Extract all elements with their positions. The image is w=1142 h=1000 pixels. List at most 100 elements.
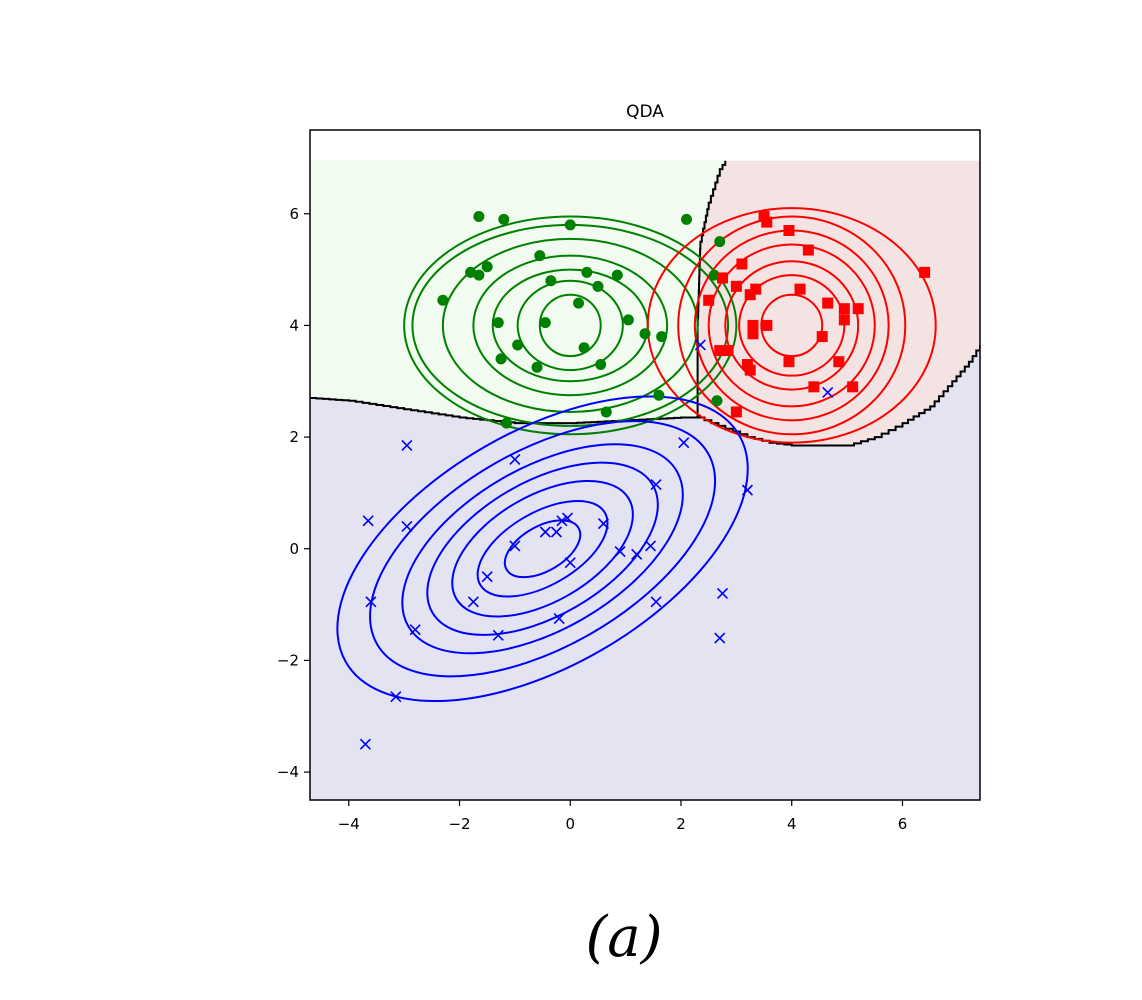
point-x-27 (359, 738, 371, 750)
point-x-0 (401, 439, 413, 452)
contour-square-3 (707, 243, 876, 408)
point-square-14 (852, 303, 864, 315)
point-square-3 (802, 244, 814, 256)
point-x-29 (822, 386, 834, 398)
green-region (310, 160, 726, 424)
point-x-26 (390, 691, 402, 703)
point-square-13 (838, 303, 850, 315)
point-x-14 (614, 545, 626, 558)
contour-x-4 (401, 443, 684, 655)
point-circle-13 (545, 275, 557, 287)
point-circle-24 (531, 361, 543, 373)
contour-x-0 (503, 519, 582, 579)
point-x-24 (492, 629, 504, 641)
contour-circle-0 (538, 293, 602, 358)
contour-x-1 (476, 499, 609, 598)
point-circle-1 (498, 213, 510, 225)
point-x-28 (694, 339, 706, 351)
point-circle-9 (437, 294, 449, 306)
point-x-12 (644, 540, 657, 552)
x-tick-label-1: −2 (448, 815, 470, 833)
point-circle-25 (708, 269, 720, 281)
contour-square-6 (646, 207, 937, 444)
point-square-8 (744, 289, 756, 301)
point-circle-16 (622, 314, 634, 326)
point-circle-6 (481, 261, 493, 273)
point-x-1 (509, 453, 521, 465)
point-x-8 (556, 515, 568, 527)
point-x-3 (650, 478, 662, 491)
x-tick-label-4: 4 (787, 815, 797, 833)
point-circle-12 (592, 280, 604, 292)
chart-title: QDA (626, 102, 664, 122)
point-square-4 (919, 266, 931, 278)
point-square-21 (714, 345, 726, 357)
point-circle-29 (501, 417, 513, 429)
point-x-11 (550, 526, 562, 538)
point-circle-19 (656, 331, 668, 343)
point-square-24 (741, 359, 753, 370)
contour-x-3 (426, 461, 659, 636)
point-square-28 (730, 406, 742, 418)
point-x-5 (362, 515, 374, 527)
point-x-4 (741, 484, 754, 496)
point-x-15 (631, 548, 643, 560)
point-square-26 (808, 381, 820, 393)
point-circle-14 (573, 297, 585, 309)
x-tick-label-3: 2 (676, 815, 686, 833)
point-x-18 (467, 596, 479, 608)
point-x-17 (481, 571, 493, 583)
point-circle-27 (711, 395, 723, 407)
point-x-13 (509, 540, 521, 552)
contour-circle-4 (441, 237, 699, 413)
y-tick-label-4: 4 (289, 316, 299, 334)
contour-x-2 (451, 479, 634, 618)
plot-frame (309, 129, 981, 801)
y-tick-label-3: 2 (289, 428, 299, 446)
point-x-6 (401, 520, 413, 532)
point-circle-20 (512, 339, 524, 351)
empty-top-band (310, 130, 980, 161)
point-square-22 (783, 356, 795, 368)
point-x-23 (409, 624, 421, 636)
point-circle-2 (564, 219, 576, 231)
point-x-25 (714, 632, 726, 644)
point-circle-15 (492, 317, 504, 329)
point-x-19 (650, 596, 662, 608)
y-axis: −4 −2 0 2 4 6 (277, 205, 310, 781)
figure-caption: (a) (585, 905, 662, 970)
point-circle-26 (653, 389, 665, 401)
point-square-16 (747, 319, 759, 331)
point-square-6 (717, 272, 729, 284)
point-square-20 (722, 345, 734, 357)
point-circle-18 (639, 328, 651, 340)
point-square-25 (744, 364, 756, 376)
point-x-20 (716, 587, 729, 599)
contour-x-6 (336, 395, 749, 703)
point-x-22 (553, 612, 565, 625)
point-square-1 (761, 216, 773, 228)
point-square-15 (838, 314, 850, 326)
point-square-12 (822, 297, 834, 309)
point-square-10 (794, 283, 806, 295)
point-circle-7 (473, 269, 485, 281)
point-square-0 (758, 211, 770, 223)
x-tick-label-2: 0 (565, 815, 575, 833)
point-x-16 (564, 557, 576, 569)
point-square-17 (761, 319, 773, 331)
point-circle-8 (534, 250, 546, 262)
point-circle-3 (681, 213, 693, 225)
contour-x-5 (369, 420, 717, 678)
point-square-2 (783, 225, 795, 236)
point-square-7 (730, 280, 742, 292)
y-tick-label-2: 0 (289, 540, 299, 558)
point-circle-22 (495, 353, 507, 365)
point-square-11 (703, 294, 715, 306)
x-tick-label-0: −4 (338, 815, 360, 833)
y-tick-label-5: 6 (289, 205, 299, 223)
point-circle-5 (465, 266, 477, 278)
point-circle-10 (581, 266, 593, 278)
point-square-19 (816, 331, 828, 343)
point-x-7 (561, 512, 574, 524)
